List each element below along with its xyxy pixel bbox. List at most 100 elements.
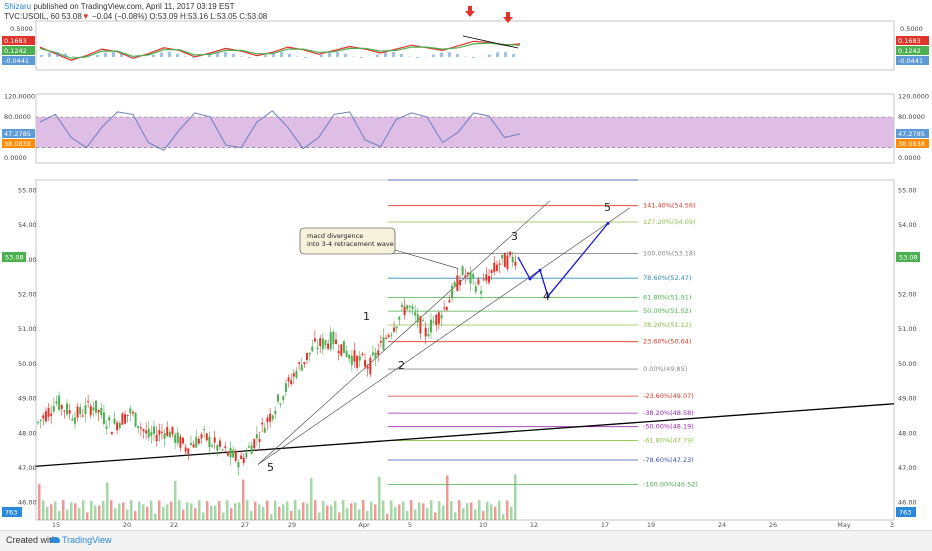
macd-histogram-bar [248, 57, 251, 58]
wave-label: 1 [363, 310, 370, 323]
wave-arrow-tip [539, 269, 542, 272]
macd-histogram-bar [96, 55, 99, 57]
candle-body [116, 422, 118, 430]
macd-histogram-bar [344, 54, 347, 57]
last-price-label: 53.08 [899, 254, 918, 262]
volume-bar [106, 482, 109, 520]
volume-bar [430, 500, 433, 520]
price-tick-label: 51.00 [18, 325, 37, 333]
candle-body [491, 270, 493, 273]
volume-bar [38, 484, 41, 520]
volume-bar [82, 500, 85, 520]
macd-histogram-bar [512, 54, 515, 57]
macd-histogram-bar [416, 57, 419, 58]
x-tick-label: 5 [408, 521, 412, 529]
candle-body [351, 356, 353, 365]
candle-body [472, 274, 474, 278]
candle-body [148, 429, 150, 438]
candle-body [512, 257, 514, 263]
candle-body [288, 377, 290, 381]
candle-body [361, 354, 363, 355]
volume-bar [234, 503, 237, 520]
volume-bar [70, 502, 73, 520]
macd-histogram-bar [40, 55, 43, 57]
candle-body [327, 344, 329, 349]
candle-body [61, 405, 63, 409]
macd-histogram-bar [48, 53, 51, 57]
candle-body [501, 255, 503, 258]
volume-bar [270, 514, 273, 520]
candle-body [335, 340, 337, 344]
macd-histogram-bar [184, 56, 187, 57]
volume-bar [158, 501, 161, 520]
macd-value-label: 0.1242 [898, 47, 921, 55]
candle-body [459, 280, 461, 285]
candle-body [375, 353, 377, 359]
candle-body [172, 427, 174, 435]
volume-bar [50, 504, 53, 520]
volume-label: 763 [899, 509, 911, 517]
macd-value-label: -0.0441 [898, 57, 923, 65]
volume-bar [170, 502, 173, 520]
candle-body [235, 451, 237, 460]
x-tick-label: 17 [601, 521, 609, 529]
candle-body [280, 404, 282, 405]
volume-bar [46, 507, 49, 520]
candle-body [92, 407, 94, 410]
volume-bar [214, 506, 217, 520]
volume-bar [334, 501, 337, 520]
volume-bar [358, 509, 361, 520]
candle-body [514, 262, 516, 266]
candle-body [164, 433, 166, 439]
volume-bar [394, 507, 397, 520]
macd-histogram-bar [128, 56, 131, 57]
candle-body [203, 429, 205, 430]
volume-bar [398, 504, 401, 520]
candle-body [142, 429, 144, 431]
candle-body [293, 373, 295, 376]
tradingview-link[interactable]: TradingView [62, 535, 112, 545]
footer-bar: Created with TradingView [0, 530, 932, 551]
candle-body [324, 340, 326, 345]
volume-bar [286, 502, 289, 520]
candle-body [346, 351, 348, 357]
x-tick-label: 22 [170, 521, 178, 529]
candle-body [441, 315, 443, 318]
candle-body [340, 344, 342, 355]
candle-body [477, 279, 479, 284]
created-with-text: Created with [6, 535, 57, 545]
volume-bar [194, 508, 197, 520]
candle-body [37, 422, 39, 423]
wave-label: 5 [267, 461, 274, 474]
volume-bar [450, 501, 453, 520]
candle-body [446, 307, 448, 310]
volume-bar [414, 510, 417, 520]
macd-histogram-bar [392, 52, 395, 57]
candle-body [95, 401, 97, 413]
volume-bar [230, 508, 233, 520]
volume-bar [250, 511, 253, 520]
volume-bar [246, 500, 249, 520]
candle-body [87, 401, 89, 402]
candle-body [230, 448, 232, 457]
candle-body [385, 338, 387, 339]
volume-bar [350, 503, 353, 520]
volume-bar [114, 508, 117, 520]
candle-body [314, 338, 316, 341]
x-tick-label: 15 [52, 521, 60, 529]
macd-histogram-bar [224, 52, 227, 57]
stochastic-band [36, 117, 894, 148]
candle-body [259, 439, 261, 442]
x-tick-label: 26 [769, 521, 777, 529]
macd-histogram-bar [160, 53, 163, 57]
candle-body [433, 322, 435, 323]
candle-body [208, 437, 210, 447]
candle-body [417, 314, 419, 322]
volume-bar [174, 481, 177, 520]
candle-body [82, 416, 84, 417]
candle-body [103, 412, 105, 424]
tradingview-logo-icon[interactable] [50, 537, 60, 543]
candle-body [216, 445, 218, 450]
candle-body [485, 274, 487, 280]
